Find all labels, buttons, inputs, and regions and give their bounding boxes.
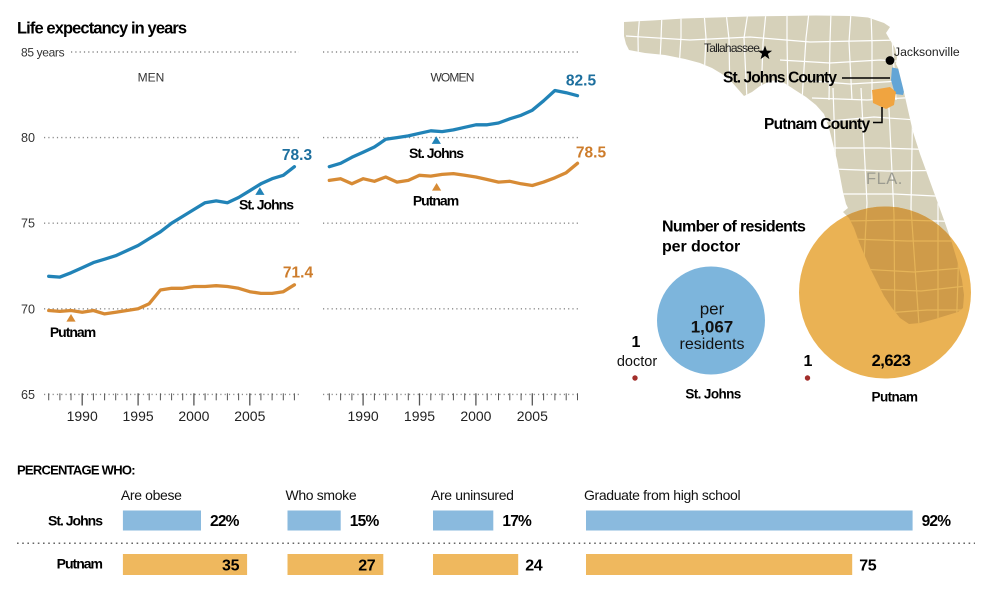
svg-text:Jacksonville: Jacksonville	[894, 45, 960, 59]
svg-text:75: 75	[21, 217, 35, 231]
svg-text:2000: 2000	[460, 408, 491, 424]
svg-text:Graduate from high school: Graduate from high school	[584, 487, 740, 503]
svg-text:1995: 1995	[404, 408, 435, 424]
svg-text:Putnam County: Putnam County	[764, 116, 871, 133]
svg-text:Are obese: Are obese	[121, 487, 182, 503]
svg-text:78.3: 78.3	[282, 147, 313, 164]
svg-text:1990: 1990	[67, 408, 98, 424]
svg-text:St. Johns: St. Johns	[239, 197, 294, 213]
svg-text:Tallahassee: Tallahassee	[704, 41, 760, 55]
svg-text:FLA.: FLA.	[866, 170, 903, 188]
svg-text:residents: residents	[680, 336, 745, 353]
svg-text:PERCENTAGE WHO:: PERCENTAGE WHO:	[17, 463, 135, 478]
svg-text:24: 24	[525, 558, 543, 575]
svg-text:1,067: 1,067	[691, 318, 734, 337]
svg-text:Putnam: Putnam	[50, 324, 96, 340]
svg-text:2000: 2000	[178, 408, 209, 424]
svg-text:1995: 1995	[123, 408, 154, 424]
svg-text:Putnam: Putnam	[413, 193, 459, 209]
svg-text:MEN: MEN	[138, 71, 165, 85]
svg-text:St. Johns: St. Johns	[685, 387, 740, 402]
svg-text:Are uninsured: Are uninsured	[431, 487, 514, 503]
svg-text:Who smoke: Who smoke	[286, 487, 357, 503]
svg-text:2005: 2005	[517, 408, 548, 424]
svg-text:Life expectancy in years: Life expectancy in years	[17, 20, 187, 38]
svg-text:92%: 92%	[922, 513, 952, 530]
svg-text:65: 65	[21, 388, 35, 402]
svg-text:85 years: 85 years	[21, 46, 65, 60]
svg-text:2005: 2005	[234, 408, 265, 424]
svg-text:Putnam: Putnam	[57, 556, 103, 572]
svg-text:15%: 15%	[350, 513, 380, 530]
svg-text:St. Johns: St. Johns	[409, 145, 464, 161]
svg-text:St. Johns County: St. Johns County	[723, 70, 837, 87]
svg-text:1: 1	[804, 353, 813, 370]
svg-text:78.5: 78.5	[576, 145, 607, 162]
svg-text:71.4: 71.4	[283, 265, 314, 282]
svg-text:82.5: 82.5	[566, 73, 597, 90]
svg-text:Putnam: Putnam	[872, 390, 919, 405]
svg-text:17%: 17%	[502, 513, 532, 530]
svg-text:1990: 1990	[348, 408, 379, 424]
svg-text:22%: 22%	[210, 513, 240, 530]
svg-text:per doctor: per doctor	[662, 239, 740, 256]
svg-text:2,623: 2,623	[872, 352, 911, 370]
svg-text:WOMEN: WOMEN	[430, 71, 473, 85]
svg-text:80: 80	[21, 131, 35, 145]
svg-text:70: 70	[21, 302, 35, 316]
svg-text:35: 35	[222, 558, 240, 575]
svg-text:doctor: doctor	[617, 354, 657, 370]
svg-text:per: per	[700, 300, 725, 319]
svg-text:75: 75	[859, 558, 877, 575]
svg-text:1: 1	[632, 334, 641, 351]
svg-text:27: 27	[358, 558, 376, 575]
svg-text:St. Johns: St. Johns	[48, 513, 103, 529]
svg-text:Number of residents: Number of residents	[662, 219, 806, 236]
